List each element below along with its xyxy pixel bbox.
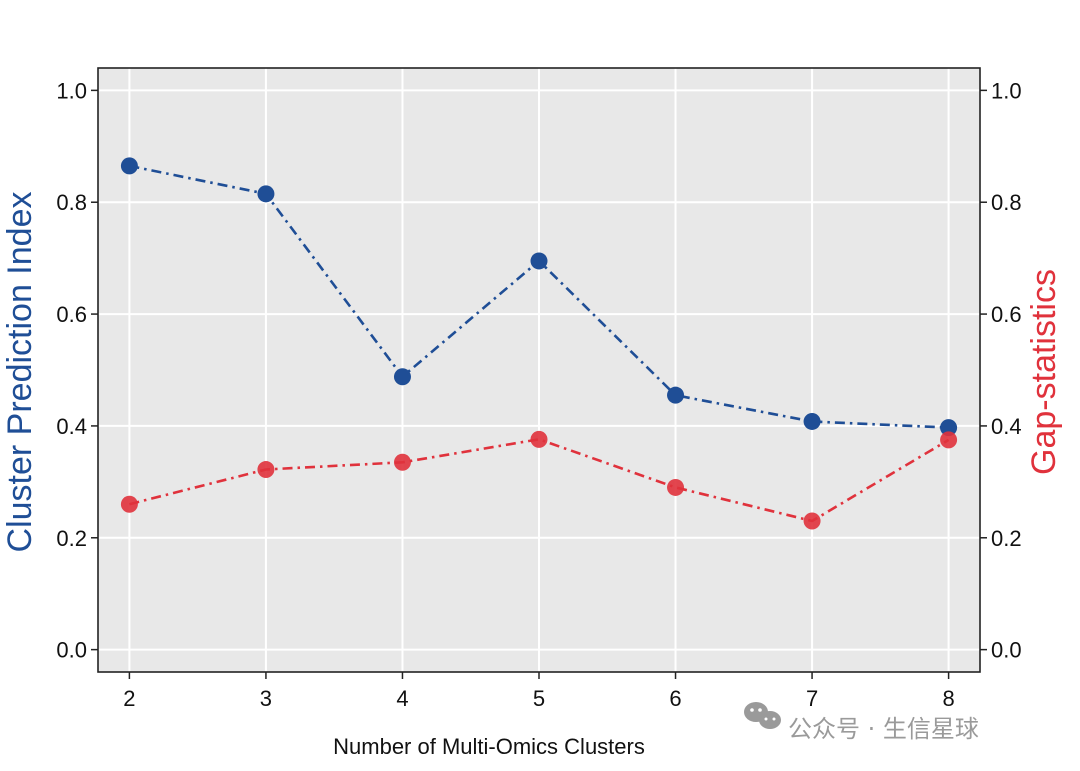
y-axis-left-title: Cluster Prediction Index — [1, 192, 39, 553]
y-left-tick-label: 0.4 — [56, 414, 87, 439]
y-left-tick-label: 0.6 — [56, 302, 87, 327]
y-right-tick-label: 0.8 — [991, 190, 1022, 215]
y-right-tick-label: 0.4 — [991, 414, 1022, 439]
y-left-tick-label: 0.2 — [56, 526, 87, 551]
y-axis-right-title: Gap-statistics — [1025, 269, 1063, 475]
y-right-tick-label: 0.6 — [991, 302, 1022, 327]
data-point — [530, 430, 548, 448]
x-tick-label: 5 — [533, 686, 545, 711]
x-tick-label: 3 — [260, 686, 272, 711]
x-tick-label: 6 — [669, 686, 681, 711]
y-left-tick-label: 1.0 — [56, 78, 87, 103]
data-point — [393, 453, 411, 471]
data-point — [257, 461, 275, 479]
data-point — [393, 368, 411, 386]
data-point — [803, 512, 821, 530]
data-point — [120, 495, 138, 513]
data-point — [120, 157, 138, 175]
series-1 — [120, 157, 958, 437]
data-point — [940, 431, 958, 449]
y-left-tick-label: 0.8 — [56, 190, 87, 215]
x-tick-label: 4 — [396, 686, 408, 711]
x-axis-title: Number of Multi-Omics Clusters — [333, 734, 645, 759]
watermark: 公众号 · 生信星球 — [744, 702, 979, 743]
y-right-tick-label: 0.0 — [991, 638, 1022, 663]
data-point — [940, 419, 958, 437]
y-right-tick-label: 0.2 — [991, 526, 1022, 551]
x-tick-label: 8 — [942, 686, 954, 711]
x-tick-label: 2 — [123, 686, 135, 711]
data-point — [530, 252, 548, 270]
axes: 2 3 4 5 6 7 8 0.0 0.0 0.2 0.2 0.4 0.4 0.6 0.6 0.8 0.8 1.0… — [56, 78, 1021, 711]
x-tick-label: 7 — [806, 686, 818, 711]
series-2 — [120, 430, 958, 530]
y-right-tick-label: 1.0 — [991, 78, 1022, 103]
y-left-tick-label: 0.0 — [56, 638, 87, 663]
data-point — [667, 478, 685, 496]
data-point — [257, 185, 275, 203]
watermark-text: 公众号 · 生信星球 — [788, 715, 979, 743]
wechat-icon — [744, 702, 781, 729]
data-point — [667, 386, 685, 404]
series-layer — [120, 157, 958, 530]
data-point — [803, 412, 821, 430]
